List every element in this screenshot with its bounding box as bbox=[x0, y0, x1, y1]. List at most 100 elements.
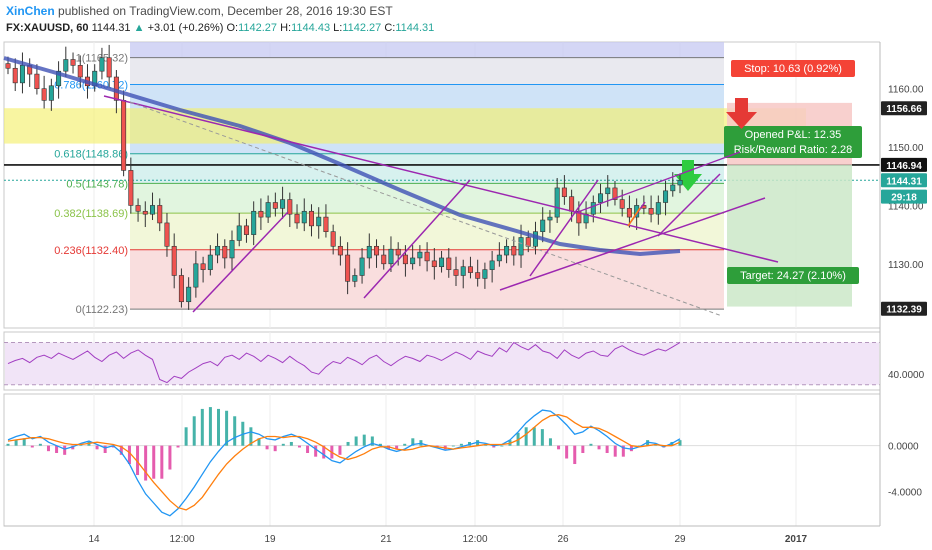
price-tag-label: 1156.66 bbox=[886, 104, 922, 115]
candle-body bbox=[540, 219, 546, 232]
candle bbox=[467, 256, 473, 279]
rsi-tick-label: 40.0000 bbox=[888, 370, 925, 381]
candle-body bbox=[424, 251, 430, 262]
candle-body bbox=[56, 70, 62, 87]
macd-histogram-bar bbox=[451, 445, 455, 447]
candle bbox=[186, 277, 192, 310]
candle-body bbox=[352, 275, 358, 282]
macd-histogram-bar bbox=[476, 440, 480, 446]
candle-body bbox=[77, 65, 83, 78]
candle-body bbox=[323, 216, 329, 232]
candle bbox=[554, 177, 560, 223]
macd-histogram-bar bbox=[605, 445, 609, 453]
candle-body bbox=[677, 180, 683, 186]
candle-body bbox=[489, 260, 495, 270]
price-tick-label: 1140.00 bbox=[888, 201, 924, 212]
candle bbox=[626, 195, 632, 228]
macd-histogram-bar bbox=[597, 445, 601, 450]
candle bbox=[352, 268, 358, 288]
candle bbox=[135, 198, 141, 222]
candle bbox=[337, 236, 343, 266]
candle bbox=[612, 180, 618, 206]
macd-histogram-bar bbox=[314, 445, 318, 457]
macd-histogram-bar bbox=[573, 445, 577, 465]
candle-body bbox=[626, 208, 632, 218]
short-position-tool[interactable]: Stop: 10.63 (0.92%) Opened P&L: 12.35 Risk… bbox=[674, 60, 862, 307]
candle bbox=[598, 183, 604, 214]
time-tick-label: 19 bbox=[264, 534, 276, 545]
close-value: 1144.31 bbox=[395, 22, 435, 34]
candle-body bbox=[236, 225, 242, 241]
price-tag bbox=[881, 301, 927, 316]
candle-body bbox=[34, 73, 40, 89]
macd-histogram-bar bbox=[395, 445, 399, 450]
fib-level-label: 0(1122.23) bbox=[76, 304, 128, 316]
candle-body bbox=[605, 187, 611, 195]
symbol-name[interactable]: FX:XAUUSD, 60 bbox=[6, 22, 89, 34]
price-tag bbox=[881, 189, 927, 204]
ascending-support-line bbox=[499, 197, 766, 291]
candle bbox=[446, 248, 452, 278]
macd-histogram-bar bbox=[136, 445, 140, 476]
symbol-info-line: FX:XAUUSD, 60 1144.31 ▲ +3.01 (+0.26%) O… bbox=[6, 22, 434, 34]
sell-arrow-icon bbox=[726, 98, 757, 129]
candle-body bbox=[5, 63, 11, 69]
candle-body bbox=[612, 187, 618, 200]
candle bbox=[48, 78, 54, 111]
trendline-overlays[interactable] bbox=[3, 56, 779, 317]
candle-body bbox=[511, 245, 517, 256]
macd-histogram-bar bbox=[265, 445, 269, 450]
macd-histogram-bar bbox=[378, 443, 382, 446]
candle bbox=[330, 224, 336, 255]
up-arrow-icon: ▲ bbox=[133, 22, 145, 34]
candle bbox=[70, 52, 76, 74]
macd-histogram-bar bbox=[192, 416, 196, 446]
fib-level-label: 0.5(1143.78) bbox=[66, 178, 128, 190]
candle bbox=[193, 250, 199, 298]
target-label-box bbox=[727, 267, 859, 284]
published-text: published on TradingView.com, December 2… bbox=[58, 4, 393, 18]
candle bbox=[475, 259, 481, 287]
candle-body bbox=[70, 59, 76, 66]
candle bbox=[316, 207, 322, 239]
candle-body bbox=[135, 205, 141, 212]
candle-body bbox=[215, 245, 221, 256]
fibonacci-retracement[interactable]: 1(1165.32)0.786(1160.72)0.618(1148.86)0.… bbox=[4, 42, 880, 316]
macd-histogram-bar bbox=[629, 445, 633, 452]
time-tick-label: 12:00 bbox=[169, 534, 194, 545]
macd-histogram-bar bbox=[548, 438, 552, 446]
candle-body bbox=[374, 245, 380, 256]
pnl-box bbox=[724, 126, 862, 158]
candle-body bbox=[475, 272, 481, 279]
candle-body bbox=[99, 57, 105, 72]
candle-body bbox=[48, 85, 54, 101]
macd-histogram-bar bbox=[168, 445, 172, 470]
candle bbox=[388, 236, 394, 272]
open-label: O: bbox=[226, 22, 239, 34]
last-price: 1144.31 bbox=[91, 22, 131, 34]
macd-histogram-bar bbox=[127, 445, 131, 465]
candle bbox=[222, 239, 228, 269]
macd-panel bbox=[4, 407, 880, 517]
macd-histogram-bar bbox=[103, 445, 107, 453]
candle-body bbox=[648, 208, 654, 215]
macd-histogram-bar bbox=[14, 440, 18, 446]
macd-histogram-bar bbox=[346, 441, 350, 446]
candle-body bbox=[251, 210, 257, 235]
fib-band bbox=[130, 183, 724, 214]
candle-body bbox=[164, 222, 170, 247]
fib-band bbox=[130, 153, 724, 184]
candle bbox=[308, 204, 314, 237]
opened-pnl-label: Opened P&L: 12.35 bbox=[745, 129, 842, 141]
price-tag-label: 29:18 bbox=[891, 193, 917, 204]
candle bbox=[323, 204, 329, 238]
target-label: Target: 24.27 (2.10%) bbox=[740, 270, 846, 282]
candle-body bbox=[619, 199, 625, 209]
chart-area[interactable]: XAUUSD, 60Gold/U.S. Dollar 1(1165.32)0.7… bbox=[0, 40, 932, 550]
macd-histogram-bar bbox=[411, 438, 415, 446]
candle bbox=[207, 245, 213, 276]
macd-histogram-bar bbox=[557, 445, 561, 450]
candle-body bbox=[330, 231, 336, 247]
candle bbox=[106, 44, 112, 88]
author-link[interactable]: XinChen bbox=[6, 4, 55, 18]
